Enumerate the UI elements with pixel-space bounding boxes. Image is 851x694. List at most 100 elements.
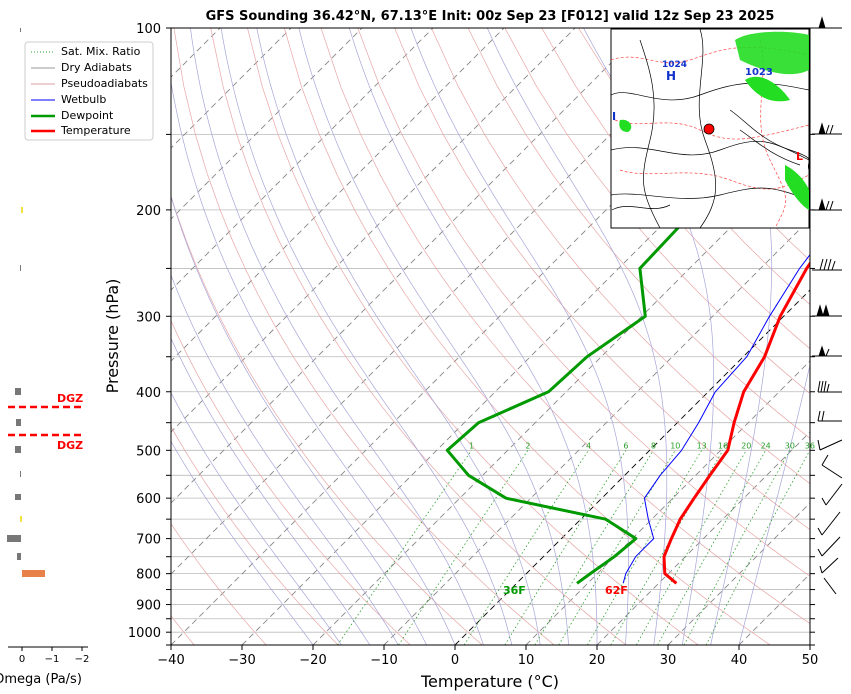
- wind-barb: [819, 439, 843, 451]
- pseudoadiabat-line: [583, 28, 715, 645]
- pseudoadiabat-line: [171, 440, 314, 645]
- svg-text:H: H: [666, 69, 676, 83]
- mixing-ratio-label: 16: [718, 441, 728, 450]
- omega-bar: [16, 419, 21, 426]
- mixing-ratio-label: 30: [785, 441, 795, 450]
- mixing-ratio-label: 10: [670, 441, 680, 450]
- dry-adiabat-line: [357, 28, 810, 577]
- wind-barbs: [812, 16, 843, 595]
- mixing-ratio-label: 20: [741, 441, 751, 450]
- skewt-plot-area: 1 2 4 6 8 10 13 16 20 24 30 36: [170, 27, 851, 646]
- pressure-tick-label: 600: [136, 492, 161, 507]
- wind-barb: [818, 16, 826, 29]
- legend: Sat. Mix. Ratio Dry Adiabats Pseudoadiab…: [24, 41, 154, 141]
- x-axis-label: Temperature (°C): [420, 672, 559, 691]
- dry-adiabat-line: [836, 28, 851, 645]
- dry-adiabat-line: [173, 28, 555, 645]
- mixing-ratio-line: [635, 450, 747, 645]
- mixing-ratio-label: 2: [525, 441, 530, 450]
- legend-label-dry: Dry Adiabats: [61, 61, 132, 74]
- plot-frame: [170, 27, 811, 646]
- pseudoadiabat-line: [220, 28, 513, 645]
- wind-barb: [825, 483, 843, 506]
- pressure-tick-label: 800: [136, 568, 161, 583]
- mixing-ratio-line: [558, 450, 676, 645]
- isotherm-line: [525, 360, 810, 645]
- pseudoadiabat-line: [171, 195, 427, 645]
- pseudoadiabat-line: [738, 363, 810, 645]
- wind-barb: [818, 345, 826, 357]
- pressure-tick-label: 1000: [128, 626, 161, 641]
- mixing-ratio-line: [705, 450, 810, 645]
- legend-label-temperature: Temperature: [60, 124, 131, 137]
- pseudoadiabat-line: [190, 28, 484, 645]
- x-tick-label: 40: [731, 653, 748, 668]
- mixing-ratio-label: 24: [761, 441, 771, 450]
- dry-adiabat-line: [210, 28, 627, 645]
- pseudoadiabat-line: [171, 337, 371, 645]
- omega-bar: [22, 570, 45, 577]
- legend-label-wetbulb: Wetbulb: [61, 93, 106, 106]
- pseudoadiabat-line: [256, 28, 541, 645]
- omega-panel: 0 −1 −2 Omega (Pa/s) DGZ DGZ: [0, 28, 89, 687]
- isotherm-line: [312, 147, 810, 645]
- legend-label-pseudo: Pseudoadiabats: [61, 77, 148, 90]
- mixing-ratio-label: 6: [623, 441, 628, 450]
- legend-label-dewpoint: Dewpoint: [61, 109, 114, 122]
- mixing-ratio-line: [683, 450, 791, 645]
- pressure-tick-label: 200: [136, 204, 161, 219]
- isotherm-line: [454, 289, 810, 645]
- wetbulb-profile-line: [622, 253, 810, 584]
- svg-text:L: L: [796, 150, 803, 163]
- isotherm-line: [171, 28, 718, 575]
- pseudoadiabat-line: [348, 28, 598, 645]
- wind-barb: [816, 304, 824, 317]
- omega-bar: [15, 494, 21, 500]
- omega-bar: [15, 388, 21, 395]
- mixing-ratio-label: 1: [469, 441, 474, 450]
- location-marker: [703, 123, 715, 135]
- dry-adiabat-line: [541, 28, 810, 350]
- mixing-ratio-label: 4: [586, 441, 591, 450]
- pressure-tick-label: 300: [136, 310, 161, 325]
- omega-bar: [20, 471, 21, 477]
- x-tick-label: −40: [157, 653, 184, 668]
- mixing-ratio-line: [337, 450, 472, 645]
- x-tick-label: −10: [370, 653, 397, 668]
- omega-bar: [21, 207, 23, 213]
- wind-barb: [821, 464, 843, 479]
- x-tick-label: 10: [518, 653, 535, 668]
- mixing-ratio-line: [504, 450, 627, 645]
- dry-adiabat-line: [504, 28, 810, 394]
- legend-label-mix: Sat. Mix. Ratio: [61, 45, 141, 58]
- y-axis-label: Pressure (hPa): [103, 279, 122, 394]
- wind-barb: [821, 511, 841, 536]
- pressure-tick-label: 700: [136, 533, 161, 548]
- pseudoadiabat-line: [486, 28, 668, 645]
- dry-adiabat-line: [247, 28, 699, 645]
- dry-adiabat-line: [171, 523, 267, 645]
- x-tick-label: −20: [299, 653, 326, 668]
- dry-adiabat-line: [394, 28, 810, 531]
- wind-barb: [821, 536, 841, 557]
- x-tick-label: 30: [660, 653, 677, 668]
- omega-tick-2: −2: [75, 654, 90, 665]
- omega-bar: [20, 28, 21, 32]
- isotherm-line: [809, 644, 810, 645]
- pressure-tick-label: 100: [136, 22, 161, 37]
- x-tick-label: 0: [451, 653, 459, 668]
- dewpoint-surface-label: 36F: [503, 584, 526, 597]
- isotherm-line: [241, 76, 810, 645]
- pressure-tick-label: 400: [136, 386, 161, 401]
- mixing-ratio-label: 13: [697, 441, 707, 450]
- omega-bar: [20, 265, 21, 271]
- x-tick-label: 20: [589, 653, 606, 668]
- x-tick-label: −30: [228, 653, 255, 668]
- x-tick-label: 50: [802, 653, 819, 668]
- omega-bar: [7, 535, 21, 542]
- isotherm-line: [596, 431, 810, 645]
- pressure-tick-label: 900: [136, 599, 161, 614]
- omega-tick-0: 0: [19, 654, 25, 665]
- isotherm-line: [667, 502, 810, 645]
